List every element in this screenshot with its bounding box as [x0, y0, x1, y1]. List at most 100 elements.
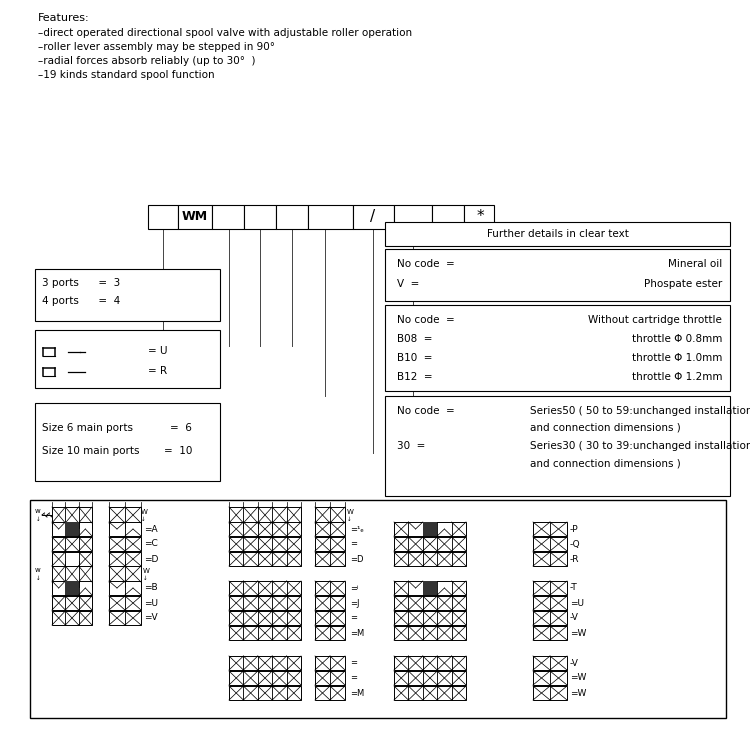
Bar [229, 537, 301, 551]
Text: B08  =: B08 = [397, 334, 433, 344]
Text: throttle Φ 0.8mm: throttle Φ 0.8mm [632, 334, 722, 344]
Bar [212, 205, 244, 229]
Bar [385, 305, 730, 391]
Text: throttle Φ 1.2mm: throttle Φ 1.2mm [632, 372, 722, 382]
Text: =  6: = 6 [170, 423, 192, 433]
Text: =V: =V [144, 614, 158, 623]
Bar [533, 671, 567, 685]
Text: =U: =U [144, 598, 158, 607]
Bar [109, 552, 141, 566]
Bar [52, 507, 92, 523]
Bar [394, 522, 466, 536]
Bar [109, 522, 141, 536]
Bar [244, 205, 276, 229]
Bar [315, 626, 345, 640]
Text: = U: = U [148, 346, 167, 356]
Text: w: w [35, 567, 40, 573]
Bar [308, 205, 353, 229]
Text: W: W [141, 509, 148, 515]
Bar [315, 686, 345, 700]
Text: –roller lever assembly may be stepped in 90°: –roller lever assembly may be stepped in… [38, 42, 275, 52]
Bar [35, 330, 220, 388]
Text: ↓: ↓ [143, 576, 148, 581]
Bar [533, 626, 567, 640]
Bar [315, 671, 345, 685]
Bar [533, 552, 567, 566]
Bar [148, 205, 178, 229]
Bar [65, 522, 79, 536]
Bar [229, 552, 301, 566]
Text: Series50 ( 50 to 59:unchanged installation: Series50 ( 50 to 59:unchanged installati… [530, 406, 750, 416]
Text: –radial forces absorb reliably (up to 30°  ): –radial forces absorb reliably (up to 30… [38, 56, 256, 66]
Text: –direct operated directional spool valve with adjustable roller operation: –direct operated directional spool valve… [38, 28, 413, 38]
Text: Mineral oil: Mineral oil [668, 259, 722, 269]
Bar [533, 611, 567, 625]
Text: =W: =W [570, 629, 586, 637]
Bar [315, 537, 345, 551]
Bar [52, 537, 92, 551]
Bar [533, 581, 567, 595]
Bar [315, 507, 345, 523]
Bar [533, 656, 567, 670]
Text: B12  =: B12 = [397, 372, 433, 382]
Bar [30, 500, 726, 718]
Bar [229, 507, 301, 523]
Bar [35, 269, 220, 321]
Bar [315, 552, 345, 566]
Bar [109, 566, 141, 582]
Text: ↓: ↓ [36, 576, 40, 581]
Text: No code  =: No code = [397, 406, 454, 416]
Bar [394, 552, 466, 566]
Text: 3 ports      =  3: 3 ports = 3 [42, 278, 120, 288]
Bar [385, 222, 730, 246]
Bar [394, 656, 466, 670]
Text: Features:: Features: [38, 13, 90, 23]
Text: -P: -P [570, 525, 579, 534]
Text: /: / [370, 210, 376, 224]
Bar [394, 537, 466, 551]
Text: =: = [350, 673, 357, 682]
Text: =: = [350, 614, 357, 623]
Bar [276, 205, 308, 229]
Bar [533, 686, 567, 700]
Bar [315, 611, 345, 625]
Text: =A: =A [144, 525, 158, 534]
Bar [52, 566, 92, 582]
Bar [432, 205, 464, 229]
Text: -V: -V [570, 614, 579, 623]
Text: -R: -R [570, 554, 580, 564]
Bar [52, 611, 92, 625]
Text: Size 10 main ports: Size 10 main ports [42, 446, 140, 456]
Text: and connection dimensions ): and connection dimensions ) [530, 423, 681, 433]
Text: *: * [476, 210, 484, 224]
Bar [229, 596, 301, 610]
Text: -T: -T [570, 584, 578, 592]
Text: = R: = R [148, 366, 167, 376]
Text: No code  =: No code = [397, 315, 454, 325]
Bar [229, 581, 301, 595]
Text: 30  =: 30 = [397, 441, 425, 451]
Text: Further details in clear text: Further details in clear text [487, 229, 628, 239]
Bar [229, 626, 301, 640]
Text: throttle Φ 1.0mm: throttle Φ 1.0mm [632, 353, 722, 363]
Bar [52, 552, 92, 566]
Text: -V: -V [570, 659, 579, 668]
Text: =¹ₑ: =¹ₑ [350, 525, 364, 534]
Bar [109, 596, 141, 610]
Bar [35, 403, 220, 481]
Bar [109, 537, 141, 551]
Text: =M: =M [350, 688, 364, 698]
Bar [315, 596, 345, 610]
Text: =W: =W [570, 673, 586, 682]
Text: ↓: ↓ [347, 517, 352, 522]
Text: =: = [350, 539, 357, 548]
Bar [109, 507, 141, 523]
Text: Phospate ester: Phospate ester [644, 279, 722, 289]
Bar [229, 611, 301, 625]
Text: =W: =W [570, 688, 586, 698]
Bar [52, 596, 92, 610]
Text: W: W [347, 509, 354, 515]
Bar [229, 671, 301, 685]
Text: =U: =U [570, 598, 584, 607]
Text: W: W [143, 568, 150, 574]
